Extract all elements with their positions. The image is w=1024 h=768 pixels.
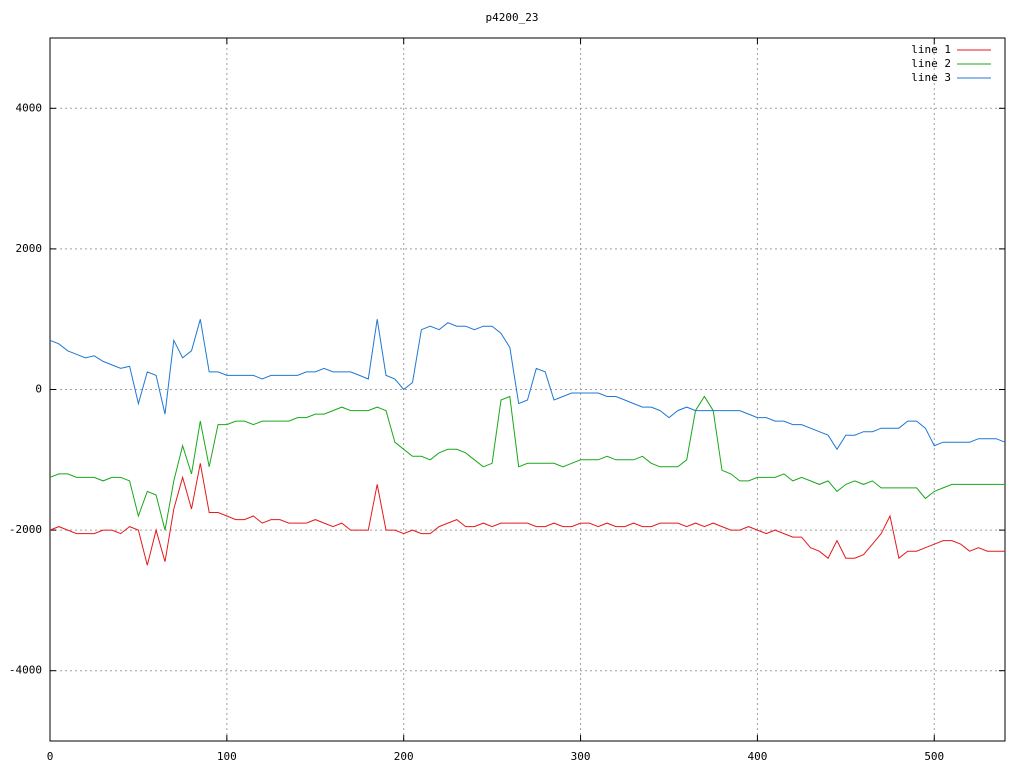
legend-label: line 1 <box>911 43 951 56</box>
series-line <box>49 395 1005 531</box>
plot-frame <box>49 37 1006 742</box>
x-tick-label: 400 <box>747 750 767 763</box>
y-tick-label: 2000 <box>16 242 43 255</box>
legend-label: line 3 <box>911 71 951 84</box>
y-tick-label: -2000 <box>9 523 42 536</box>
x-tick-label: 500 <box>924 750 944 763</box>
legend-label: line 2 <box>911 57 951 70</box>
x-tick-label: 100 <box>217 750 237 763</box>
series-line <box>49 319 1006 451</box>
x-tick-label: 300 <box>571 750 591 763</box>
y-tick-label: 0 <box>35 383 42 396</box>
y-tick-label: 4000 <box>16 101 43 114</box>
x-tick-label: 200 <box>394 750 414 763</box>
y-tick-label: -4000 <box>9 664 42 677</box>
chart-title: p4200_23 <box>486 11 539 24</box>
x-tick-label: 0 <box>47 750 54 763</box>
series-line <box>49 463 1005 566</box>
